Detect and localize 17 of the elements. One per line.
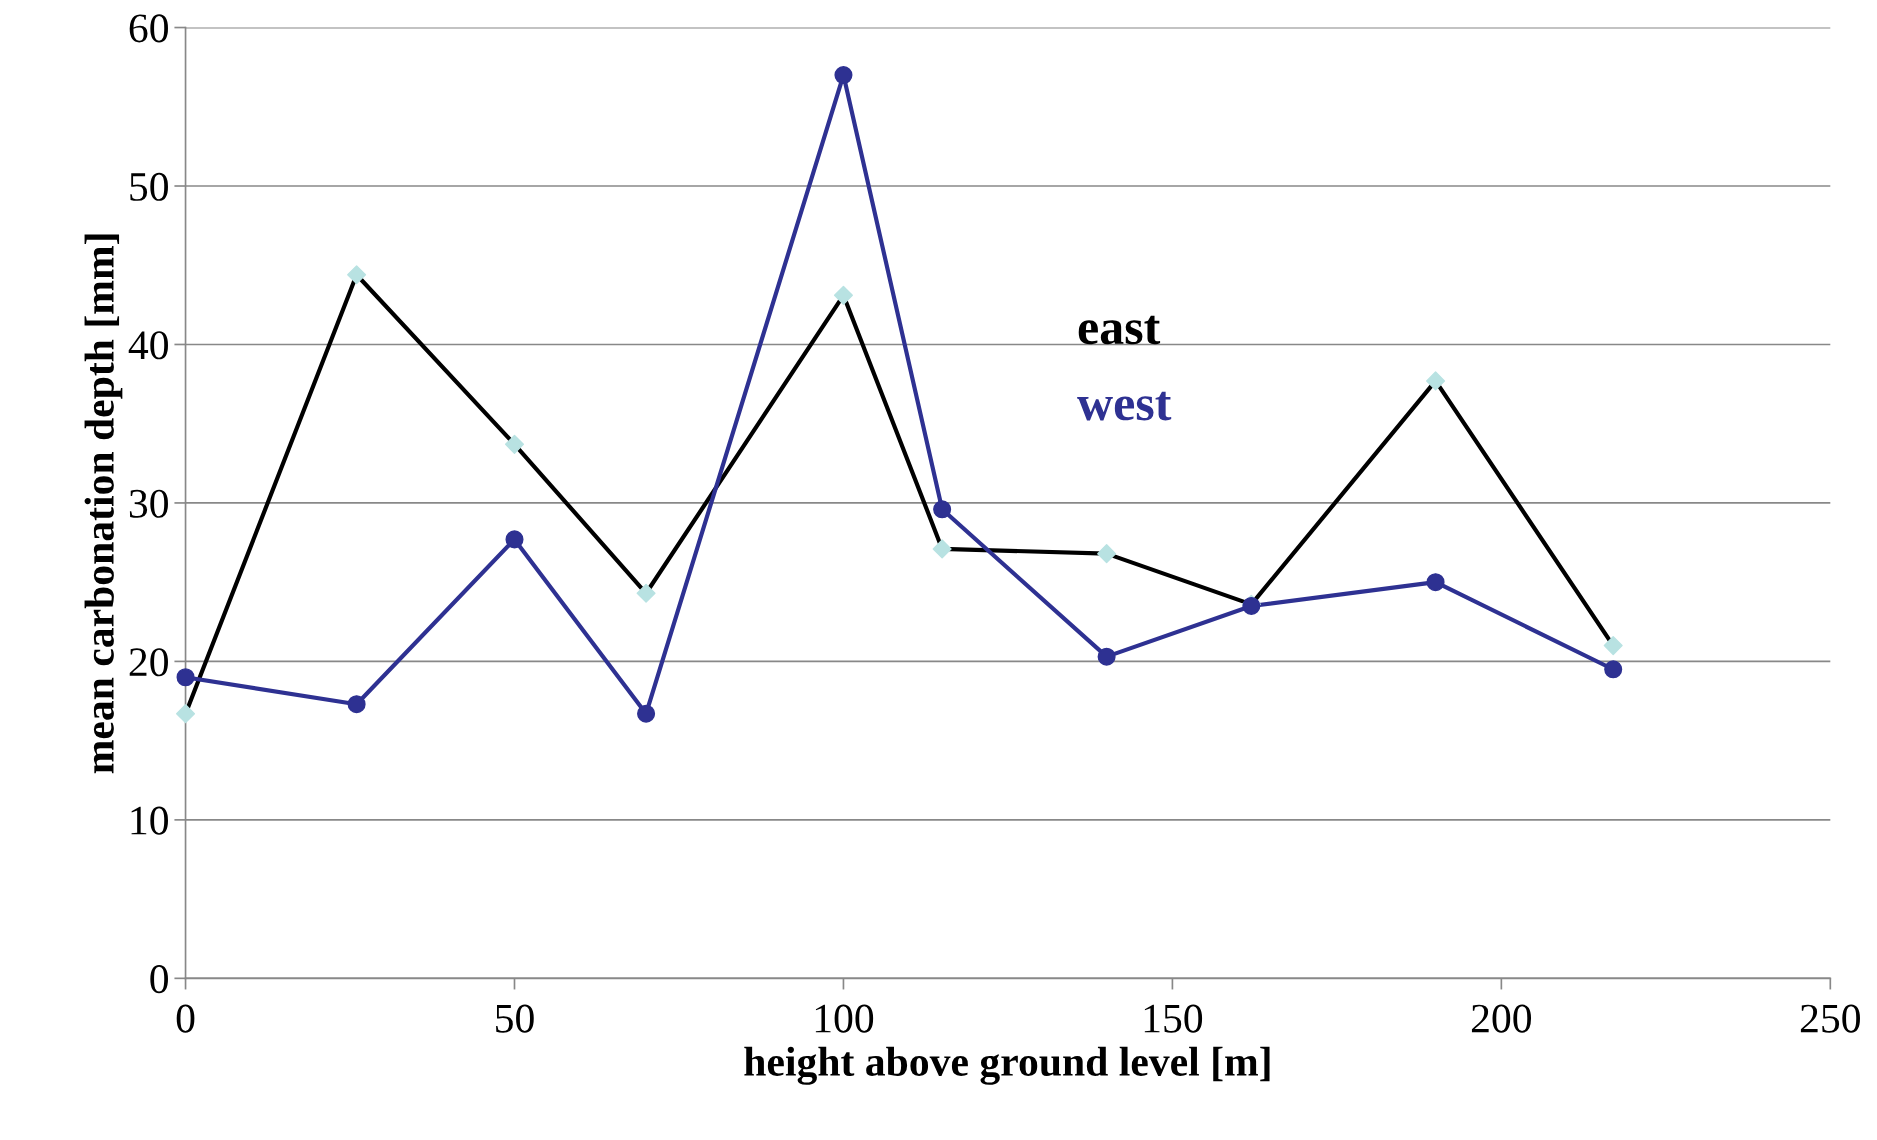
x-tick-label: 0: [176, 1004, 195, 1033]
text: west: [1077, 391, 1172, 421]
y-tick-label: 60: [129, 14, 168, 43]
x-tick-label: 250: [1800, 1004, 1860, 1033]
y-tick-label: 10: [131, 806, 168, 835]
x-tick-label: 200: [1471, 1004, 1532, 1033]
x-tick-label: 150: [1144, 1004, 1203, 1033]
y-tick-label: 0: [150, 965, 168, 994]
y-tick-label: 40: [128, 331, 168, 360]
x-tick-label: 100: [815, 1004, 874, 1033]
y-tick-label: 20: [129, 648, 168, 677]
y-tick-label: 30: [129, 489, 168, 518]
y-axis-title: mean carbonation depth [mm]: [84, 234, 123, 774]
x-axis-title: height above ground level [m]: [744, 1046, 1270, 1085]
x-tick-label: 50: [496, 1004, 534, 1033]
y-tick-label: 50: [130, 172, 168, 201]
text: east: [1078, 315, 1161, 345]
